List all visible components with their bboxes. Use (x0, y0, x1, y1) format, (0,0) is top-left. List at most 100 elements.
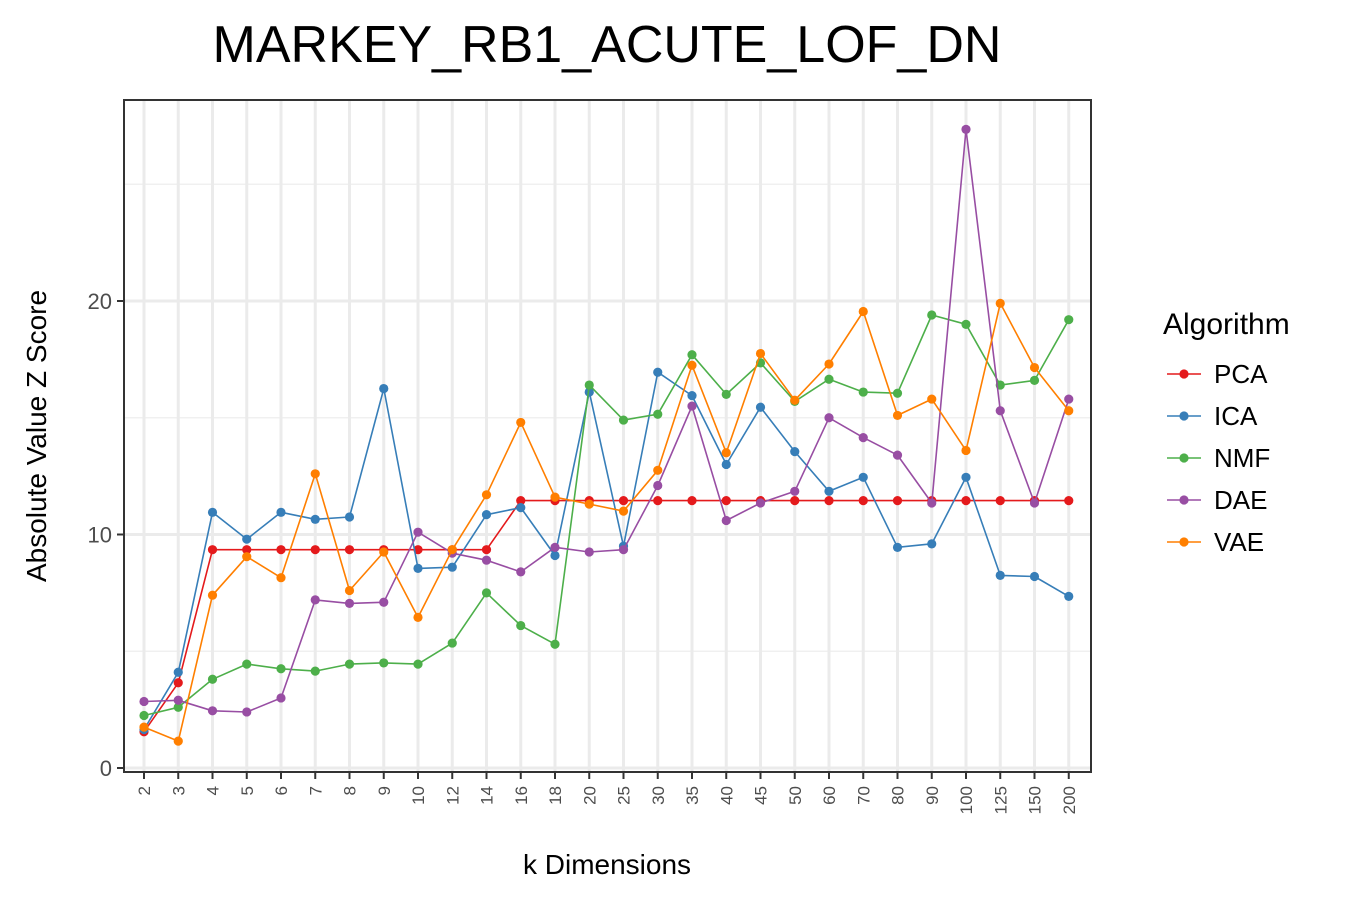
legend-key-point (1179, 411, 1189, 421)
data-point-vae (961, 445, 971, 456)
data-point-vae (344, 585, 355, 596)
data-point-vae (481, 490, 492, 500)
data-point-vae (687, 360, 697, 370)
panel-border (123, 99, 1092, 773)
data-point-nmf (550, 639, 560, 649)
data-point-vae (207, 590, 218, 600)
data-point-ica (1029, 571, 1040, 582)
data-point-pca (516, 496, 526, 506)
x-tick-label: 6 (272, 786, 291, 795)
data-point-ica (653, 367, 663, 377)
series-line-vae (143, 302, 1070, 742)
data-point-ica (242, 534, 252, 544)
legend-label: NMF (1214, 443, 1270, 473)
data-point-vae (276, 573, 286, 583)
data-point-pca (1064, 496, 1074, 506)
data-point-dae (961, 124, 971, 134)
data-point-vae (1029, 362, 1040, 373)
data-point-vae (858, 306, 868, 317)
data-point-dae (310, 595, 320, 605)
data-point-dae (550, 542, 560, 552)
data-point-vae (413, 612, 423, 622)
data-point-dae (1029, 498, 1040, 508)
data-point-ica (584, 387, 594, 397)
data-point-ica (1064, 591, 1074, 601)
x-tick-label: 2 (135, 786, 154, 795)
data-point-nmf (447, 638, 457, 648)
data-point-nmf (618, 415, 629, 425)
data-point-nmf (721, 389, 731, 399)
data-point-ica (961, 472, 971, 482)
data-point-pca (653, 496, 663, 506)
data-point-ica (687, 390, 697, 401)
data-point-ica (858, 472, 868, 482)
data-point-pca (790, 496, 800, 506)
data-point-ica (755, 402, 766, 412)
data-point-vae (653, 465, 663, 475)
grid (124, 100, 1091, 772)
x-tick-label: 25 (615, 786, 634, 805)
series-dae (139, 124, 1074, 717)
data-point-nmf (824, 374, 834, 384)
data-point-dae (1064, 394, 1074, 404)
data-point-pca (858, 496, 868, 506)
data-point-vae (755, 348, 766, 359)
data-point-vae (995, 298, 1005, 308)
data-point-dae (653, 480, 663, 491)
data-point-nmf (1064, 315, 1074, 325)
data-point-vae (173, 736, 183, 746)
data-point-ica (344, 512, 355, 522)
data-point-ica (379, 383, 389, 394)
data-point-dae (379, 597, 389, 607)
data-point-vae (139, 722, 149, 732)
data-point-nmf (207, 674, 218, 684)
data-point-pca (824, 496, 834, 506)
data-point-vae (584, 499, 594, 509)
series-layer (139, 124, 1074, 746)
x-tick-label: 5 (238, 786, 257, 795)
data-point-ica (721, 459, 731, 470)
data-point-vae (550, 492, 560, 502)
data-point-pca (207, 545, 218, 555)
x-tick-label: 70 (854, 786, 873, 805)
data-point-nmf (344, 659, 355, 669)
data-point-pca (892, 496, 903, 506)
data-point-dae (344, 598, 355, 608)
data-point-pca (276, 545, 286, 555)
data-point-nmf (584, 380, 594, 390)
data-point-nmf (242, 659, 252, 669)
data-point-vae (1064, 406, 1074, 416)
data-point-ica (995, 570, 1005, 580)
data-point-ica (413, 563, 423, 573)
data-point-ica (207, 507, 218, 517)
data-point-ica (550, 550, 560, 561)
data-point-vae (892, 410, 903, 421)
data-point-dae (995, 406, 1005, 416)
x-tick-label: 100 (957, 786, 976, 814)
legend-label: DAE (1214, 485, 1267, 515)
x-tick-label: 8 (341, 786, 360, 795)
data-point-nmf (1029, 375, 1040, 385)
data-point-pca (344, 545, 355, 555)
series-line-dae (143, 128, 1070, 713)
data-point-dae (618, 545, 629, 555)
data-point-ica (892, 542, 903, 552)
x-tick-label: 200 (1060, 786, 1079, 814)
data-point-dae (173, 695, 183, 705)
data-point-ica (516, 503, 526, 513)
data-point-vae (721, 448, 731, 458)
x-tick-label: 45 (752, 786, 771, 805)
y-axis-title: Absolute Value Z Score (21, 290, 52, 582)
legend-key-point (1179, 537, 1189, 547)
panel-background (124, 100, 1091, 772)
series-line-nmf (143, 314, 1070, 717)
legend-item-pca: PCA (1167, 359, 1268, 389)
data-point-vae (310, 469, 320, 479)
data-point-ica (173, 667, 183, 677)
data-point-dae (139, 696, 149, 707)
data-point-dae (276, 693, 286, 703)
data-point-nmf (516, 620, 526, 631)
x-axis-title: k Dimensions (523, 849, 691, 880)
